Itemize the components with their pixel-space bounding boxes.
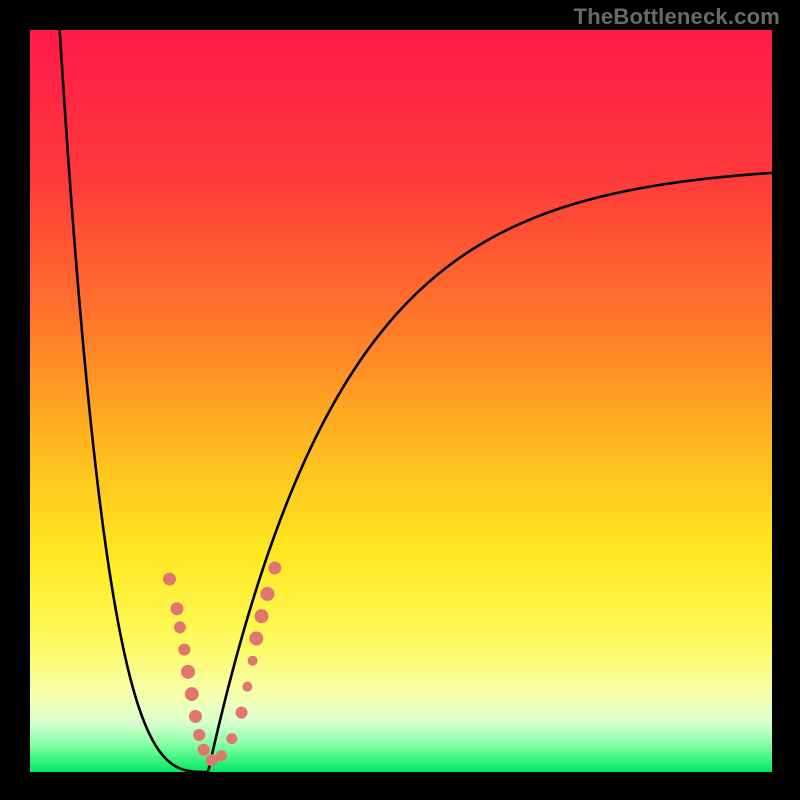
- bottleneck-curve: [60, 30, 772, 772]
- curve-overlay: [0, 0, 800, 800]
- data-point: [193, 729, 205, 741]
- data-point: [174, 621, 186, 633]
- data-point: [260, 587, 274, 601]
- data-point: [181, 665, 195, 679]
- data-point: [216, 750, 227, 761]
- data-point: [185, 687, 199, 701]
- data-point: [249, 631, 263, 645]
- data-point: [242, 682, 252, 692]
- chart-container: TheBottleneck.com: [0, 0, 800, 800]
- data-point: [268, 561, 281, 574]
- data-point: [170, 602, 183, 615]
- data-point: [198, 744, 210, 756]
- data-point: [248, 656, 258, 666]
- data-point: [255, 609, 269, 623]
- data-point: [163, 573, 176, 586]
- data-point: [226, 733, 237, 744]
- data-point: [178, 644, 190, 656]
- watermark-text: TheBottleneck.com: [574, 4, 780, 30]
- data-point: [235, 707, 247, 719]
- data-point: [189, 710, 202, 723]
